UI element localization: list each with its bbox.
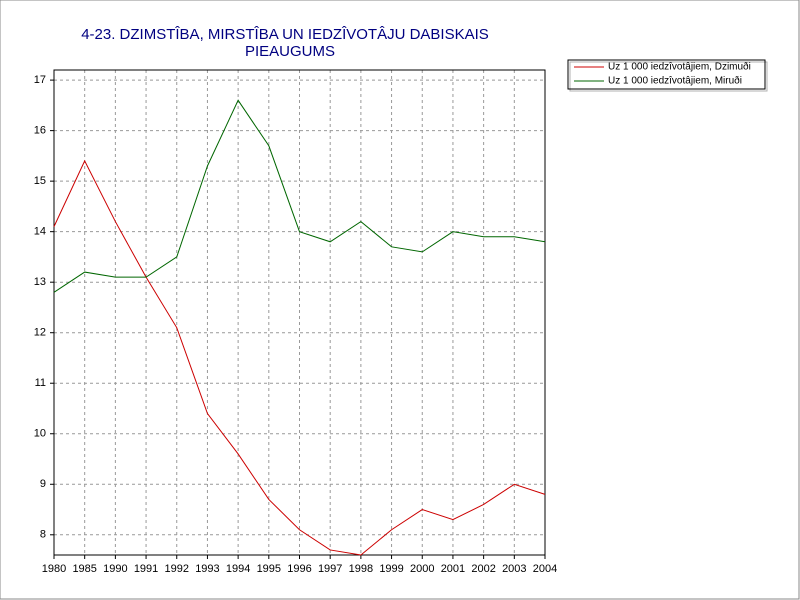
x-tick-label: 2000 bbox=[410, 563, 434, 575]
x-tick-label: 1996 bbox=[287, 563, 311, 575]
legend-shadow bbox=[569, 61, 768, 92]
x-tick-label: 1985 bbox=[72, 563, 96, 575]
y-tick-label: 17 bbox=[34, 74, 46, 86]
x-tick-label: 1998 bbox=[349, 563, 373, 575]
legend-label: Uz 1 000 iedzîvotâjiem, Dzimuði bbox=[608, 61, 751, 73]
y-tick-label: 12 bbox=[34, 327, 46, 339]
y-tick-label: 10 bbox=[34, 428, 46, 440]
x-tick-label: 1997 bbox=[318, 563, 342, 575]
y-tick-label: 8 bbox=[40, 529, 46, 541]
x-tick-label: 2003 bbox=[502, 563, 526, 575]
plot-border bbox=[53, 69, 546, 556]
x-tick-label: 1993 bbox=[195, 563, 219, 575]
series-line bbox=[53, 99, 546, 293]
y-tick-label: 11 bbox=[35, 377, 46, 389]
x-tick-label: 1980 bbox=[42, 563, 66, 575]
y-tick-label: 13 bbox=[34, 276, 46, 288]
legend-label: Uz 1 000 iedzîvotâjiem, Miruði bbox=[608, 75, 742, 87]
y-tick-label: 9 bbox=[40, 478, 46, 490]
x-tick-label: 1994 bbox=[226, 563, 250, 575]
x-tick-label: 2004 bbox=[533, 563, 557, 575]
y-tick-label: 14 bbox=[34, 226, 46, 238]
y-tick-label: 15 bbox=[34, 175, 46, 187]
y-tick-label: 16 bbox=[34, 125, 46, 137]
x-tick-label: 1999 bbox=[379, 563, 403, 575]
x-tick-label: 1992 bbox=[165, 563, 189, 575]
x-tick-label: 1995 bbox=[257, 563, 281, 575]
x-tick-label: 1991 bbox=[134, 563, 158, 575]
chart-title: PIEAUGUMS bbox=[245, 43, 335, 60]
x-tick-label: 2002 bbox=[471, 563, 495, 575]
x-tick-label: 2001 bbox=[441, 563, 465, 575]
x-tick-label: 1990 bbox=[103, 563, 127, 575]
chart-title: 4-23. DZIMSTÎBA, MIRSTÎBA UN IEDZÎVOTÂJU… bbox=[81, 26, 489, 43]
series-line bbox=[53, 159, 546, 556]
legend-box bbox=[567, 59, 766, 90]
